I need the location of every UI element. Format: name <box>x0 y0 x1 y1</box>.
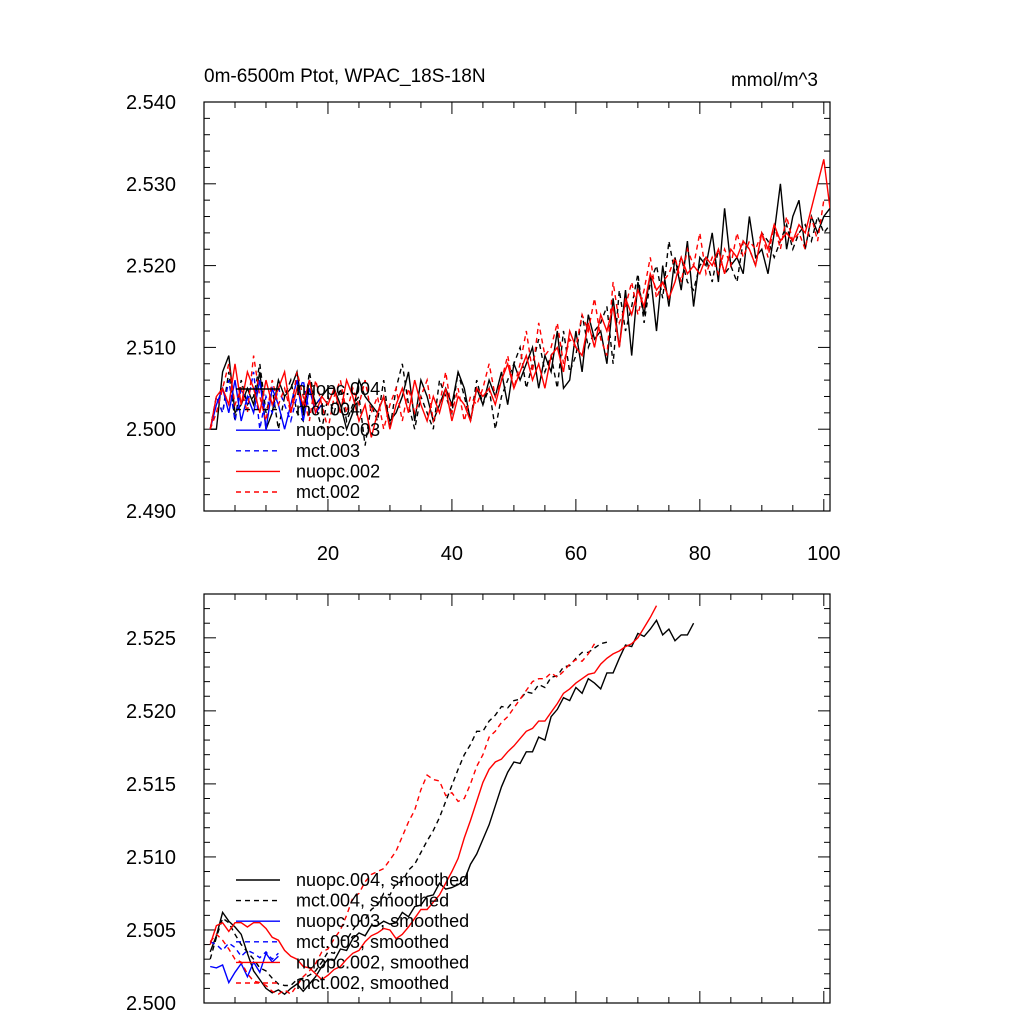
series-line-nuopc-003 <box>209 379 323 430</box>
x-tick-label: 60 <box>565 543 587 565</box>
series-group <box>209 605 695 996</box>
series-line-mct-004-smoothed <box>209 641 608 987</box>
legend-label: nuopc.003 <box>296 420 380 440</box>
series-group <box>209 159 830 446</box>
series-line-nuopc-003-smoothed <box>210 951 279 985</box>
series-line-nuopc-002 <box>209 159 830 438</box>
top-panel: 2.490 2.500 2.510 2.520 2.530 2.540 20 40 60 80 10… <box>126 92 841 565</box>
y-tick-label: 2.500 <box>126 993 176 1015</box>
legend-label: mct.003 <box>296 441 360 461</box>
legend-label: nuopc.002 <box>296 461 380 481</box>
y-tick-label: 2.520 <box>126 701 176 723</box>
series-line-nuopc-004-smoothed <box>209 618 695 996</box>
x-tick-label: 80 <box>689 543 711 565</box>
series-line-mct-002-smoothed <box>209 643 596 996</box>
y-tick-label: 2.515 <box>126 774 176 796</box>
plot-frame <box>203 101 831 512</box>
x-tick-label: 40 <box>441 543 463 565</box>
legend-label: mct.002 <box>296 482 360 502</box>
legend-label: mct.004, smoothed <box>296 891 449 911</box>
legend-label: mct.004 <box>296 400 360 420</box>
y-tick-label: 2.510 <box>126 337 176 359</box>
plot-title: 0m-6500m Ptot, WPAC_18S-18N <box>204 66 486 87</box>
y-tick-label: 2.540 <box>126 92 176 114</box>
legend-label: mct.003, smoothed <box>296 932 449 952</box>
series-line-mct-003-smoothed <box>209 941 279 961</box>
y-tick-label: 2.490 <box>126 501 176 523</box>
legend-label: nuopc.003, smoothed <box>296 911 469 931</box>
x-tick-label: 20 <box>317 543 339 565</box>
y-tick-label: 2.530 <box>126 174 176 196</box>
series-line-mct-003 <box>209 371 323 430</box>
x-tick-label: 100 <box>807 543 840 565</box>
y-tick-label: 2.510 <box>126 847 176 869</box>
y-tick-label: 2.520 <box>126 256 176 278</box>
bottom-panel: 2.500 2.505 2.510 2.515 2.520 2.525 nuopc.004,… <box>126 593 831 1015</box>
legend-label: nuopc.004 <box>296 379 380 399</box>
units-label: mmol/m^3 <box>731 70 818 91</box>
y-tick-label: 2.505 <box>126 920 176 942</box>
y-tick-label: 2.525 <box>126 628 176 650</box>
legend-label: mct.002, smoothed <box>296 973 449 993</box>
series-line-nuopc-002-smoothed <box>209 605 658 981</box>
legend-label: nuopc.002, smoothed <box>296 952 469 972</box>
series-line-mct-002 <box>209 200 825 430</box>
y-tick-label: 2.500 <box>126 419 176 441</box>
legend-label: nuopc.004, smoothed <box>296 870 469 890</box>
